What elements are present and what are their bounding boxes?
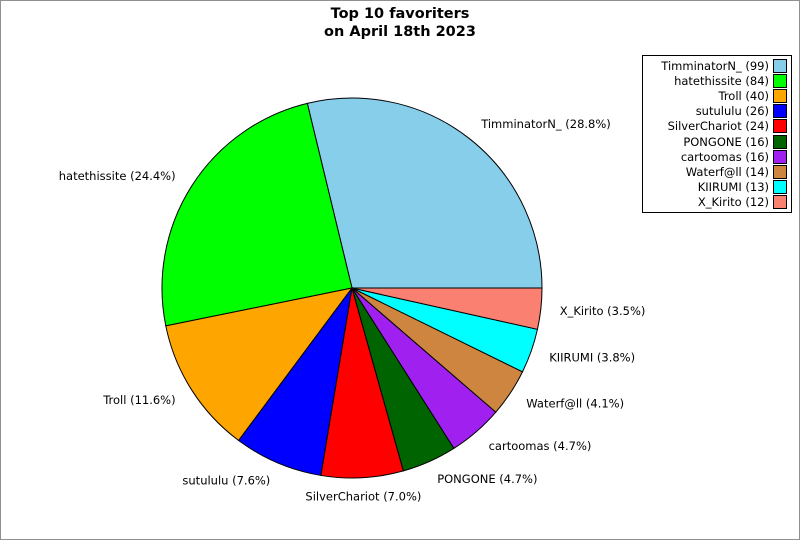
slice-label-silverchariot: SilverChariot (7.0%) — [305, 490, 421, 504]
slice-label-timminatorn-: TimminatorN_ (28.8%) — [480, 117, 611, 131]
slice-label-kiirumi: KIIRUMI (3.8%) — [549, 350, 635, 364]
legend-label: KIIRUMI (13) — [697, 180, 769, 195]
legend-label: hatethissite (84) — [674, 73, 769, 88]
legend-item-cartoomas: cartoomas (16) — [647, 149, 787, 164]
legend-swatch — [773, 195, 787, 210]
pie-slice-x-kirito — [351, 287, 543, 330]
legend-label: Waterf@ll (14) — [685, 164, 769, 179]
slice-label-pongone: PONGONE (4.7%) — [437, 472, 537, 486]
legend-swatch — [773, 149, 787, 164]
legend-label: Troll (40) — [718, 88, 770, 103]
chart-title-line1: Top 10 favoriters — [330, 6, 470, 22]
legend-item-timminatorn-: TimminatorN_ (99) — [647, 58, 787, 73]
legend-label: X_Kirito (12) — [697, 195, 769, 210]
legend-swatch — [773, 104, 787, 119]
legend-swatch — [773, 88, 787, 103]
legend-label: PONGONE (16) — [683, 134, 769, 149]
pie-slice-troll — [165, 287, 354, 442]
legend-label: cartoomas (16) — [680, 149, 769, 164]
legend-swatch — [773, 119, 787, 134]
legend-swatch — [773, 164, 787, 179]
pie-slice-hatethissite — [161, 102, 353, 327]
legend-item-pongone: PONGONE (16) — [647, 134, 787, 149]
legend-item-hatethissite: hatethissite (84) — [647, 73, 787, 88]
legend-swatch — [773, 180, 787, 195]
pie-slice-timminatorn- — [306, 97, 543, 289]
legend: TimminatorN_ (99) hatethissite (84) Troll … — [642, 55, 792, 213]
slice-label-hatethissite: hatethissite (24.4%) — [59, 169, 176, 183]
chart-title: Top 10 favoriters on April 18th 2023 — [1, 6, 799, 41]
legend-item-sutululu: sutululu (26) — [647, 104, 787, 119]
slice-label-sutululu: sutululu (7.6%) — [182, 473, 270, 487]
legend-swatch — [773, 58, 787, 73]
slice-label-x-kirito: X_Kirito (3.5%) — [560, 304, 646, 318]
legend-swatch — [773, 73, 787, 88]
legend-label: sutululu (26) — [695, 104, 769, 119]
chart-title-line2: on April 18th 2023 — [324, 23, 476, 40]
legend-item-waterf-ll: Waterf@ll (14) — [647, 164, 787, 179]
legend-label: SilverChariot (24) — [667, 119, 769, 134]
slice-label-waterf-ll: Waterf@ll (4.1%) — [526, 396, 624, 410]
slice-label-troll: Troll (11.6%) — [102, 393, 175, 407]
legend-item-troll: Troll (40) — [647, 88, 787, 103]
legend-item-silverchariot: SilverChariot (24) — [647, 119, 787, 134]
legend-swatch — [773, 134, 787, 149]
legend-item-kiirumi: KIIRUMI (13) — [647, 180, 787, 195]
legend-item-x-kirito: X_Kirito (12) — [647, 195, 787, 210]
legend-label: TimminatorN_ (99) — [661, 58, 769, 73]
slice-label-cartoomas: cartoomas (4.7%) — [489, 439, 592, 453]
